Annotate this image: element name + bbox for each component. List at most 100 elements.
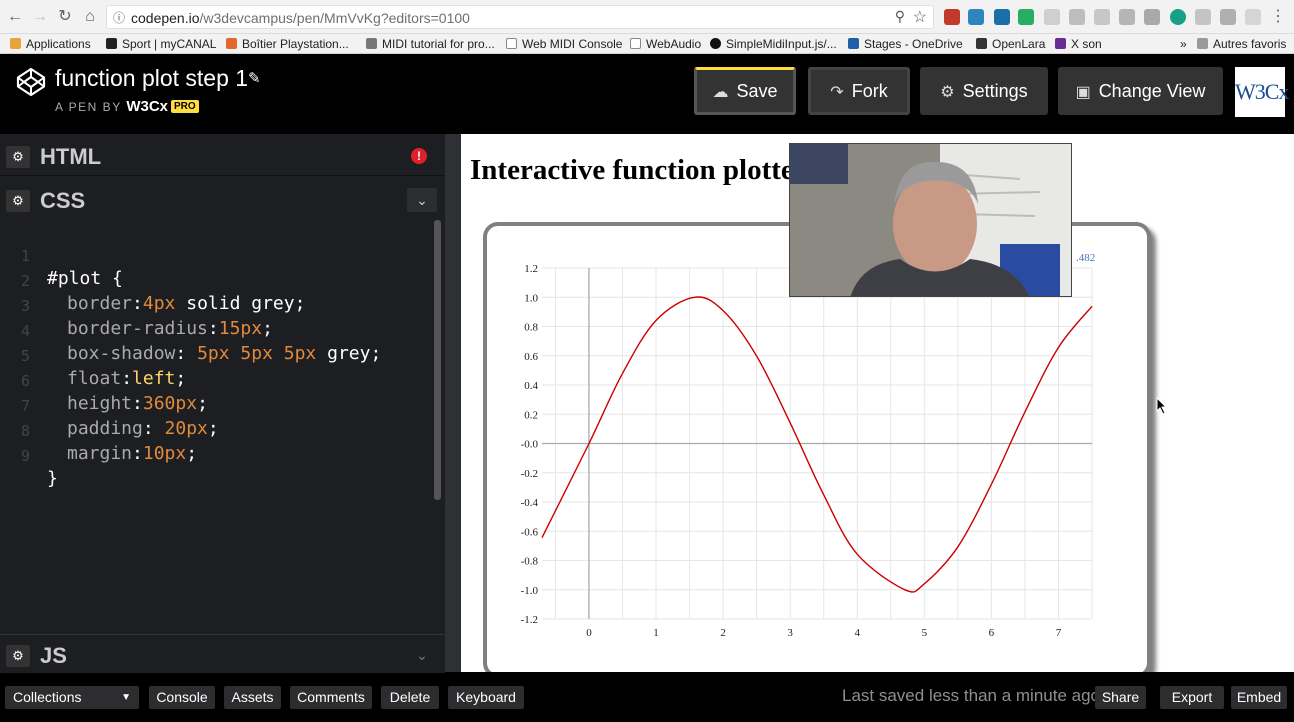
codepen-header: function plot step 1 ✎ A PEN BY W3Cx PRO … (0, 55, 1294, 127)
cast-icon[interactable] (1144, 9, 1160, 25)
url-text: codepen.io/w3devcampus/pen/MmVvKg?editor… (131, 10, 470, 26)
fork-button[interactable]: ↷ Fork (808, 67, 910, 115)
panel-resize-handle[interactable] (445, 134, 461, 672)
html-editor-label: HTML (40, 144, 102, 169)
function-plot[interactable]: 1.2 1.0 0.8 0.6 0.4 0.2 -0.0 -0.2 -0.4 -0.6 -0.8 -1… (487, 226, 1147, 672)
other-bookmarks[interactable]: Autres favoris (1197, 37, 1286, 51)
export-button[interactable]: Export (1160, 686, 1224, 709)
comments-button[interactable]: Comments (290, 686, 372, 709)
line-number: 8 (20, 422, 30, 440)
extension-icon[interactable] (1069, 9, 1085, 25)
back-icon[interactable]: ← (7, 8, 23, 25)
url-path: /w3devcampus/pen/MmVvKg?editors=0100 (199, 10, 470, 26)
bookmark-item[interactable]: SimpleMidiInput.js/... (710, 37, 837, 51)
star-icon[interactable]: ☆ (912, 9, 927, 26)
keyboard-button[interactable]: Keyboard (448, 686, 524, 709)
bookmark-item[interactable]: Boîtier Playstation... (226, 37, 349, 51)
bookmarks-more[interactable]: » (1180, 37, 1187, 51)
assets-button[interactable]: Assets (224, 686, 281, 709)
html-editor-header[interactable]: ⚙ HTML ! (0, 136, 445, 176)
code-text: float:left; (67, 368, 187, 389)
code-line: 9 } (0, 426, 65, 489)
extension-icon[interactable] (944, 9, 960, 25)
bookmark-item[interactable]: Web MIDI Console (506, 37, 622, 51)
bookmark-item[interactable]: WebAudio (630, 37, 701, 51)
codepen-logo-icon[interactable] (16, 67, 46, 97)
chevron-down-icon[interactable]: ⌄ (407, 188, 437, 212)
html-settings-gear-icon[interactable]: ⚙ (6, 146, 30, 168)
bookmark-item[interactable]: MIDI tutorial for pro... (366, 37, 495, 51)
pro-badge: PRO (171, 100, 199, 113)
address-bar[interactable]: ⓘ codepen.io/w3devcampus/pen/MmVvKg?edit… (106, 5, 934, 29)
edit-pencil-icon[interactable]: ✎ (248, 70, 261, 87)
code-text: border-radius:15px; (67, 318, 273, 339)
extension-icon[interactable] (994, 9, 1010, 25)
css-editor-label: CSS (40, 188, 86, 213)
code-line: 6 height:360px; (0, 351, 208, 414)
author-link[interactable]: W3Cx (126, 98, 169, 115)
bookmark-apps[interactable]: Applications (10, 37, 91, 51)
extension-icon[interactable] (1220, 9, 1236, 25)
avatar[interactable]: W3Cx (1235, 67, 1289, 117)
pen-author: A PEN BY W3Cx PRO (55, 98, 199, 115)
y-tick-label: 0.8 (524, 322, 538, 334)
gear-icon: ⚙ (940, 84, 955, 101)
bookmark-item[interactable]: OpenLara (976, 37, 1045, 51)
page-icon (630, 38, 641, 49)
line-number: 5 (20, 347, 30, 365)
extension-icon[interactable] (1094, 9, 1110, 25)
editor-scrollbar[interactable] (434, 220, 441, 500)
extension-icon[interactable] (1195, 9, 1211, 25)
y-tick-label: 0.4 (524, 380, 538, 392)
bookmark-item[interactable]: Sport | myCANAL (106, 37, 216, 51)
reload-icon[interactable]: ↻ (58, 8, 72, 25)
x-tick-label: 6 (989, 627, 995, 639)
chevron-down-icon[interactable]: ⌄ (407, 643, 437, 667)
error-icon[interactable]: ! (411, 148, 427, 164)
code-line: 7 padding: 20px; (0, 376, 219, 439)
css-code-editor[interactable]: 1 #plot { 2 border:4px solid grey; 3 bor… (0, 220, 435, 630)
extension-icon[interactable] (968, 9, 984, 25)
embed-button[interactable]: Embed (1231, 686, 1287, 709)
caret-down-icon: ▼ (121, 692, 131, 703)
browser-toolbar: ← → ↻ ⌂ ⓘ codepen.io/w3devcampus/pen/MmV… (0, 0, 1294, 34)
y-tick-label: -0.2 (521, 468, 538, 480)
js-settings-gear-icon[interactable]: ⚙ (6, 645, 30, 667)
y-tick-label: -0.6 (521, 526, 539, 538)
plot-container[interactable]: 1.2 1.0 0.8 0.6 0.4 0.2 -0.0 -0.2 -0.4 -0.6 -0.8 -1… (483, 222, 1151, 672)
bookmark-favicon (976, 38, 987, 49)
extension-icon[interactable] (1018, 9, 1034, 25)
menu-icon[interactable]: ⋮ (1270, 8, 1286, 25)
js-editor-label: JS (40, 643, 67, 668)
save-button[interactable]: ☁ Save (694, 67, 796, 115)
layout-icon: ▣ (1075, 84, 1091, 101)
delete-button[interactable]: Delete (381, 686, 439, 709)
x-tick-label: 5 (922, 627, 928, 639)
y-tick-label: -0.0 (521, 439, 539, 451)
info-icon[interactable]: ⓘ (113, 11, 126, 25)
bookmark-item[interactable]: X son (1055, 37, 1102, 51)
extension-icon[interactable] (1170, 9, 1186, 25)
collections-dropdown[interactable]: Collections ▼ (5, 686, 139, 709)
home-icon[interactable]: ⌂ (85, 8, 95, 25)
code-text: margin:10px; (67, 443, 198, 464)
pen-title[interactable]: function plot step 1 (55, 65, 249, 91)
extension-icon[interactable] (1245, 9, 1261, 25)
extension-icon[interactable] (1119, 9, 1135, 25)
code-line: 8 margin:10px; (0, 401, 197, 464)
y-tick-label: -0.8 (521, 556, 539, 568)
share-button[interactable]: Share (1095, 686, 1146, 709)
js-editor-header[interactable]: ⚙ JS ⌄ (0, 634, 445, 674)
zoom-icon[interactable]: ⚲ (894, 8, 905, 24)
settings-button[interactable]: ⚙ Settings (920, 67, 1048, 115)
css-editor-header[interactable]: ⚙ CSS ⌄ (0, 180, 445, 220)
forward-icon[interactable]: → (32, 8, 48, 25)
extension-icon[interactable] (1044, 9, 1060, 25)
x-tick-label: 4 (854, 627, 860, 639)
code-text: border:4px solid grey; (67, 293, 306, 314)
code-line: 1 #plot { (0, 226, 123, 289)
css-settings-gear-icon[interactable]: ⚙ (6, 190, 30, 212)
bookmark-item[interactable]: Stages - OneDrive (848, 37, 963, 51)
console-button[interactable]: Console (149, 686, 215, 709)
change-view-button[interactable]: ▣ Change View (1058, 67, 1223, 115)
